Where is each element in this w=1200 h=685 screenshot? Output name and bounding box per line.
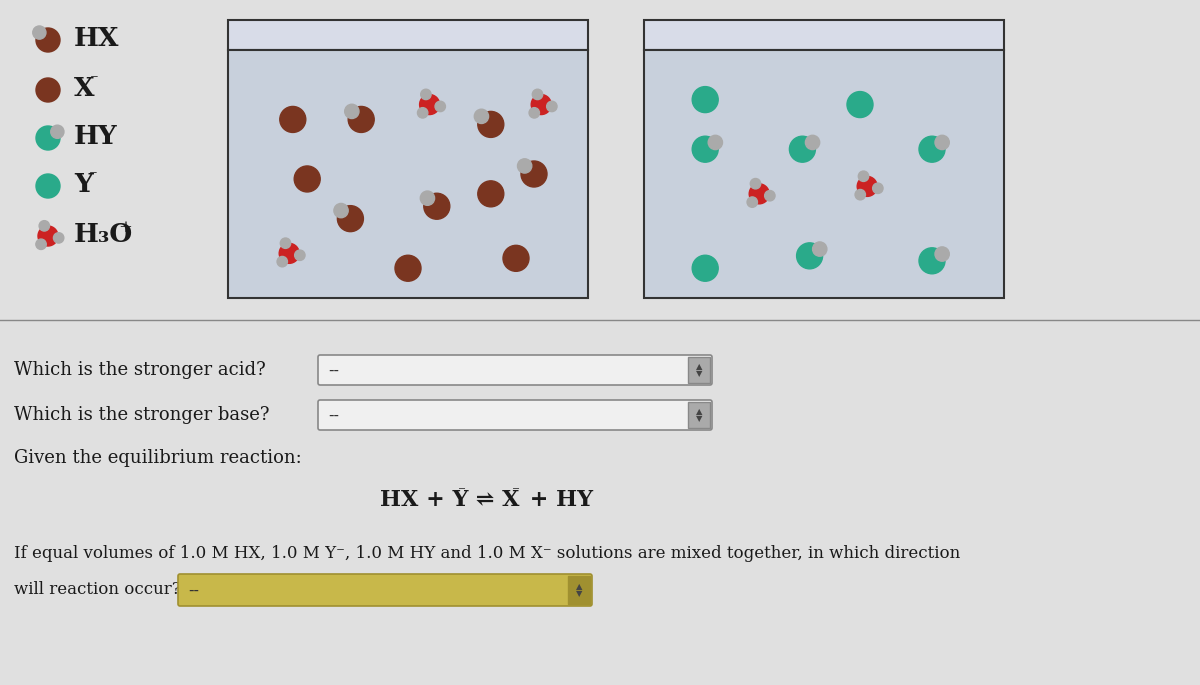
Circle shape bbox=[418, 108, 428, 118]
Circle shape bbox=[503, 245, 529, 271]
Circle shape bbox=[281, 238, 290, 249]
Bar bbox=[688, 402, 710, 428]
Text: ⁻: ⁻ bbox=[458, 486, 466, 500]
Circle shape bbox=[797, 243, 823, 269]
Text: ⁻: ⁻ bbox=[512, 486, 520, 500]
Circle shape bbox=[337, 206, 364, 232]
Circle shape bbox=[36, 28, 60, 52]
Circle shape bbox=[919, 136, 946, 162]
Text: Y: Y bbox=[74, 171, 92, 197]
Circle shape bbox=[517, 159, 532, 173]
Circle shape bbox=[395, 256, 421, 282]
Circle shape bbox=[692, 256, 718, 282]
Text: HY: HY bbox=[74, 123, 118, 149]
Circle shape bbox=[280, 106, 306, 132]
Circle shape bbox=[790, 136, 816, 162]
Circle shape bbox=[521, 161, 547, 187]
Text: ▼: ▼ bbox=[576, 590, 582, 599]
Circle shape bbox=[36, 239, 47, 249]
Circle shape bbox=[532, 95, 551, 114]
Circle shape bbox=[421, 89, 431, 99]
Circle shape bbox=[749, 184, 769, 204]
Circle shape bbox=[750, 179, 761, 189]
Circle shape bbox=[857, 177, 877, 197]
Text: + HY: + HY bbox=[522, 489, 593, 511]
Circle shape bbox=[547, 101, 557, 112]
Circle shape bbox=[32, 26, 46, 39]
Circle shape bbox=[334, 203, 348, 218]
Circle shape bbox=[872, 183, 883, 193]
Text: HX + Y: HX + Y bbox=[380, 489, 468, 511]
Circle shape bbox=[294, 166, 320, 192]
Circle shape bbox=[529, 108, 540, 118]
Circle shape bbox=[277, 256, 288, 267]
Text: ▲: ▲ bbox=[696, 408, 702, 416]
Circle shape bbox=[344, 104, 359, 119]
Text: ▲: ▲ bbox=[576, 582, 582, 592]
Text: ▲: ▲ bbox=[696, 362, 702, 371]
FancyBboxPatch shape bbox=[178, 574, 592, 606]
Circle shape bbox=[708, 136, 722, 149]
Circle shape bbox=[478, 112, 504, 138]
Circle shape bbox=[812, 242, 827, 256]
Text: If equal volumes of 1.0 M HX, 1.0 M Y⁻, 1.0 M HY and 1.0 M X⁻ solutions are mixe: If equal volumes of 1.0 M HX, 1.0 M Y⁻, … bbox=[14, 545, 960, 562]
Text: ▼: ▼ bbox=[696, 414, 702, 423]
Text: +: + bbox=[118, 219, 132, 236]
FancyBboxPatch shape bbox=[318, 355, 712, 385]
Bar bbox=[228, 50, 588, 298]
Circle shape bbox=[919, 248, 946, 274]
Text: ⇌ X: ⇌ X bbox=[468, 489, 520, 511]
Text: Which is the stronger acid?: Which is the stronger acid? bbox=[14, 361, 265, 379]
Circle shape bbox=[420, 95, 439, 114]
Circle shape bbox=[348, 106, 374, 132]
FancyBboxPatch shape bbox=[318, 400, 712, 430]
Bar bbox=[688, 357, 710, 383]
Circle shape bbox=[36, 78, 60, 102]
Circle shape bbox=[280, 243, 299, 263]
Circle shape bbox=[533, 89, 542, 99]
Text: ⁻: ⁻ bbox=[90, 73, 98, 90]
Text: X: X bbox=[74, 75, 95, 101]
Circle shape bbox=[692, 136, 718, 162]
Circle shape bbox=[692, 86, 718, 112]
Circle shape bbox=[474, 109, 488, 123]
Circle shape bbox=[36, 126, 60, 150]
Circle shape bbox=[420, 191, 434, 205]
Circle shape bbox=[748, 197, 757, 208]
Text: Which is the stronger base?: Which is the stronger base? bbox=[14, 406, 270, 424]
Text: H₃O: H₃O bbox=[74, 221, 133, 247]
Text: --: -- bbox=[328, 408, 340, 423]
Text: --: -- bbox=[328, 362, 340, 377]
Bar bbox=[228, 20, 588, 50]
Circle shape bbox=[858, 171, 869, 182]
Circle shape bbox=[935, 247, 949, 261]
Circle shape bbox=[935, 136, 949, 149]
Text: --: -- bbox=[188, 582, 199, 597]
Circle shape bbox=[36, 174, 60, 198]
Text: HX: HX bbox=[74, 25, 120, 51]
Circle shape bbox=[424, 193, 450, 219]
Circle shape bbox=[805, 136, 820, 149]
Text: ⁻: ⁻ bbox=[89, 169, 97, 186]
Circle shape bbox=[40, 221, 49, 231]
Text: ▼: ▼ bbox=[696, 369, 702, 379]
Circle shape bbox=[54, 233, 64, 243]
Bar bbox=[644, 50, 1004, 298]
Circle shape bbox=[764, 190, 775, 201]
Circle shape bbox=[295, 250, 305, 260]
Bar bbox=[644, 20, 1004, 50]
Circle shape bbox=[856, 190, 865, 200]
Bar bbox=[568, 576, 590, 604]
Text: will reaction occur?: will reaction occur? bbox=[14, 582, 181, 599]
Circle shape bbox=[50, 125, 64, 138]
Circle shape bbox=[478, 181, 504, 207]
Circle shape bbox=[436, 101, 445, 112]
Circle shape bbox=[847, 92, 874, 118]
Circle shape bbox=[38, 226, 58, 246]
Text: Given the equilibrium reaction:: Given the equilibrium reaction: bbox=[14, 449, 301, 467]
